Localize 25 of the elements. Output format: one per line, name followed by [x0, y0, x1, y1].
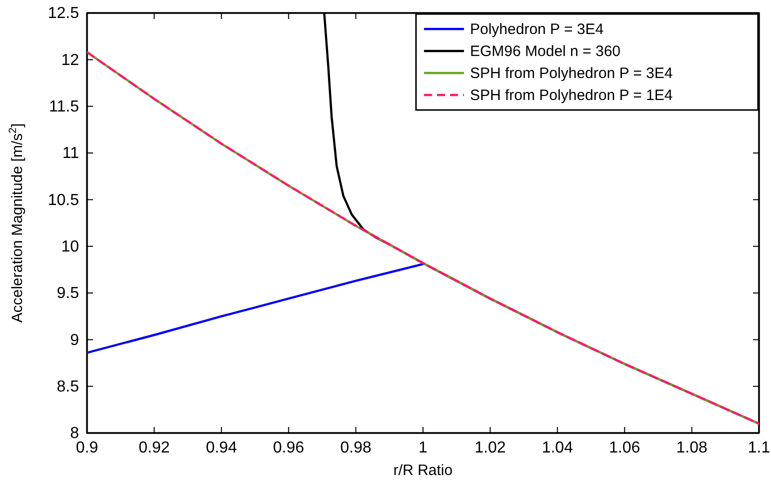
x-tick-label: 1.08 [676, 439, 708, 456]
y-tick-label: 12 [61, 52, 80, 69]
y-tick-label: 9.5 [56, 285, 80, 302]
x-tick-label: 0.98 [340, 439, 372, 456]
x-tick-label: 0.94 [206, 439, 238, 456]
y-tick-label: 11 [62, 145, 80, 162]
x-axis-title: r/R Ratio [393, 462, 453, 479]
legend-label: SPH from Polyhedron P = 3E4 [470, 65, 673, 82]
x-tick-label: 1.04 [542, 439, 574, 456]
y-tick-label: 11.5 [49, 98, 80, 116]
x-tick-label: 1.06 [609, 439, 640, 456]
y-tick-label: 10 [61, 238, 80, 256]
y-tick-label: 12.5 [48, 5, 80, 22]
legend-label: EGM96 Model n = 360 [470, 43, 621, 60]
y-tick-label: 8.5 [56, 378, 80, 396]
x-tick-label: 1.02 [474, 439, 506, 456]
line-series [87, 262, 424, 354]
x-tick-label: 0.92 [138, 439, 170, 456]
x-tick-label: 1.1 [748, 439, 770, 456]
x-tick-label: 0.96 [273, 439, 304, 456]
y-tick-label: 10.5 [48, 192, 80, 209]
legend-label: SPH from Polyhedron P = 1E4 [470, 87, 673, 104]
x-tick-label: 1 [418, 439, 428, 456]
legend-label: Polyhedron P = 3E4 [470, 21, 604, 38]
y-tick-label: 9 [70, 332, 80, 349]
